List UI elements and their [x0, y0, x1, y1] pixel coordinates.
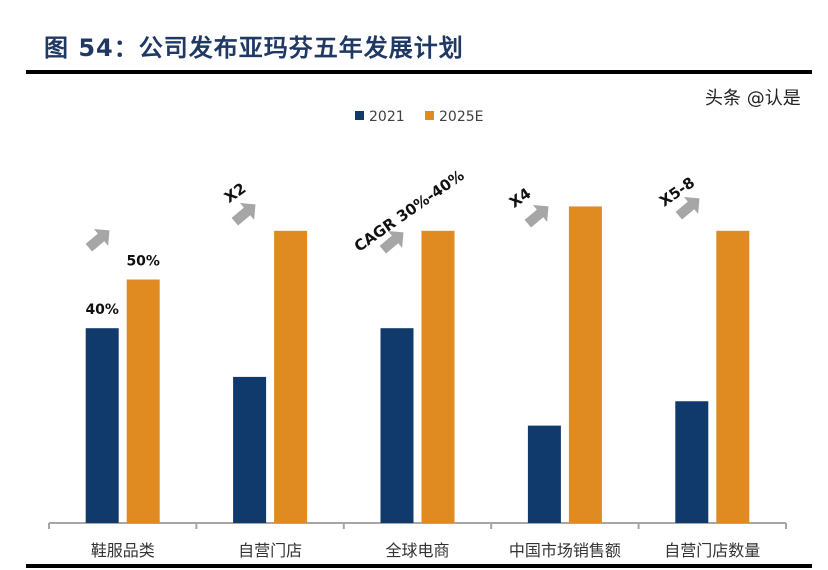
trend-arrow-icon: [231, 203, 256, 226]
bar-2021-2: [380, 328, 414, 523]
bar-2025E-4: [716, 230, 750, 524]
trend-arrow-icon: [675, 197, 700, 220]
bar-2021-3: [527, 425, 561, 523]
x-tick-label: 自营门店: [238, 541, 302, 560]
legend-swatch-2025E: [425, 111, 434, 120]
growth-annotation: X2: [221, 179, 249, 206]
x-tick-label: 自营门店数量: [664, 541, 760, 560]
trend-arrow-icon: [379, 231, 404, 254]
bar-2025E-0: [126, 279, 160, 523]
growth-annotation: X4: [506, 184, 534, 211]
bar-2025E-2: [421, 230, 455, 524]
trend-arrow-icon: [524, 205, 549, 228]
data-label: 50%: [126, 254, 160, 270]
data-label: 40%: [85, 302, 119, 318]
legend-label-2025E: 2025E: [439, 109, 483, 125]
x-tick-label: 鞋服品类: [91, 541, 155, 560]
bar-2021-1: [233, 376, 267, 523]
watermark: 头条 @认是: [705, 88, 801, 109]
x-tick-label: 全球电商: [385, 541, 449, 560]
bar-2025E-3: [568, 206, 602, 523]
bar-2025E-1: [274, 230, 308, 524]
legend-label-2021: 2021: [369, 109, 405, 125]
x-tick-label: 中国市场销售额: [509, 541, 621, 560]
figure-title: 图 54：公司发布亚玛芬五年发展计划: [44, 34, 464, 62]
trend-arrow-icon: [85, 229, 110, 252]
top-rule: [26, 70, 812, 74]
legend-swatch-2021: [355, 111, 364, 120]
bar-2021-0: [85, 328, 119, 523]
bottom-rule: [26, 564, 812, 568]
bar-2021-4: [675, 401, 709, 523]
